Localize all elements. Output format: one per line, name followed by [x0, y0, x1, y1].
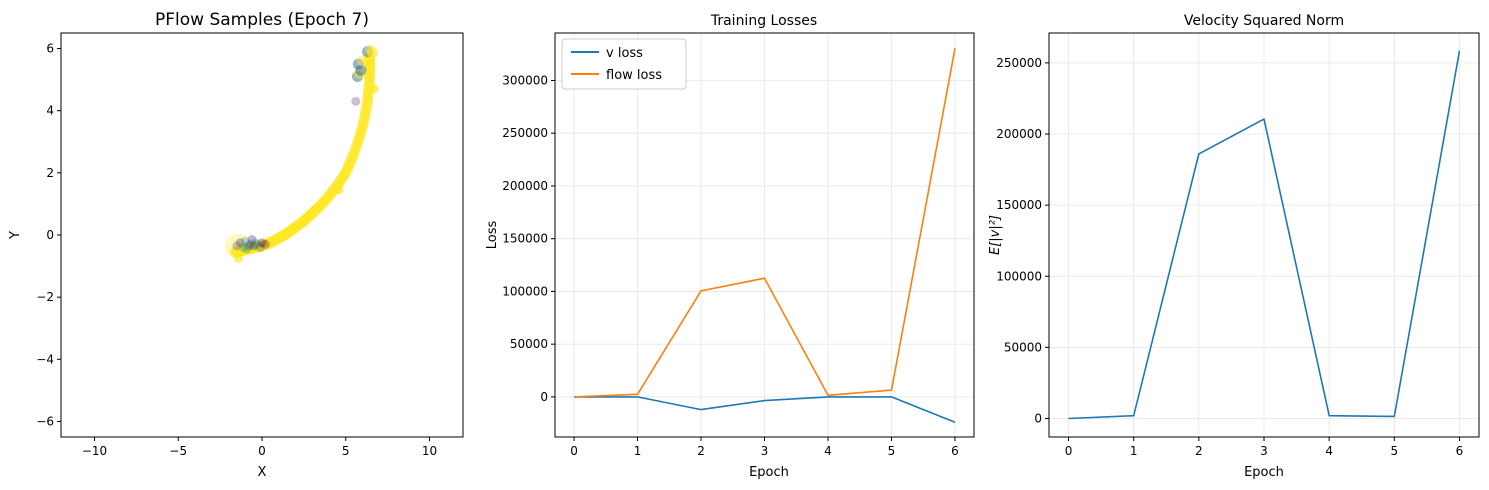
x-tick-label: 5 [342, 444, 350, 458]
scatter-point [252, 239, 262, 249]
legend: v loss flow loss [561, 38, 687, 90]
panel-3-axes: 0 1 2 3 4 5 6 0 50000 100000 150000 200000 250000 [996, 56, 1463, 458]
panel-2-ylabel: Loss [485, 221, 500, 250]
scatter-point [234, 253, 244, 263]
x-tick-label: 0 [1065, 444, 1073, 458]
scatter-point [260, 239, 270, 249]
y-tick-label: 200000 [996, 127, 1042, 141]
x-tick-label: 1 [1130, 444, 1138, 458]
scatter-point [250, 238, 260, 248]
scatter-point [351, 96, 361, 106]
x-tick-label: 1 [634, 444, 642, 458]
x-tick-label: 6 [1456, 444, 1464, 458]
y-tick-label: 50000 [1004, 340, 1042, 354]
panel-1-xlabel: X [258, 465, 267, 480]
panel-3-grid [1049, 33, 1479, 437]
y-tick-label: 200000 [502, 179, 548, 193]
scatter-points-group [224, 44, 379, 263]
y-tick-label: 0 [1034, 412, 1042, 426]
scatter-point [369, 84, 379, 94]
series-line-v-loss [574, 396, 956, 423]
scatter-point [242, 244, 252, 254]
scatter-point [239, 242, 249, 252]
y-tick-label: −4 [36, 352, 54, 366]
scatter-point [334, 185, 344, 195]
x-tick-label: 10 [422, 444, 437, 458]
y-tick-label: 150000 [996, 198, 1042, 212]
scatter-point [367, 47, 379, 59]
series-line-flow-loss [573, 48, 956, 398]
legend-label-flow-loss: flow loss [606, 68, 662, 83]
y-tick-label: 300000 [502, 73, 548, 87]
panel-1-ylabel: Y [8, 231, 23, 240]
losses-panel: Training Losses 0 1 2 3 4 5 6 0 50000 100000 15000… [485, 13, 975, 480]
panel-3-ylabel: E[|v|²] [988, 215, 1003, 255]
panel-2-title: Training Losses [710, 13, 817, 29]
velocity-panel: Velocity Squared Norm 0 1 2 3 4 5 6 0 50000 10000… [988, 13, 1480, 480]
x-tick-label: −5 [169, 444, 187, 458]
panel-2-series-group [573, 48, 956, 423]
scatter-point [247, 235, 257, 245]
x-tick-label: 5 [1390, 444, 1398, 458]
scatter-point [357, 55, 368, 67]
x-tick-label: 3 [761, 444, 769, 458]
x-tick-label: 3 [1260, 444, 1268, 458]
y-tick-label: 100000 [996, 269, 1042, 283]
y-tick-label: 150000 [502, 232, 548, 246]
y-tick-label: −2 [36, 290, 54, 304]
panel-3-xlabel: Epoch [1244, 465, 1284, 480]
scatter-point [240, 236, 250, 246]
scatter-point [244, 241, 254, 251]
panel-2-frame [554, 32, 975, 438]
y-tick-label: 0 [540, 390, 548, 404]
scatter-panel: PFlow Samples (Epoch 7) −10 −5 0 5 10 −6 −4 −2 0… [8, 10, 464, 480]
x-tick-label: −10 [82, 444, 107, 458]
x-tick-label: 4 [1325, 444, 1333, 458]
scatter-point [235, 238, 245, 248]
y-tick-label: 100000 [502, 284, 548, 298]
y-tick-label: −6 [36, 414, 54, 428]
scatter-point [232, 241, 242, 251]
scatter-point [257, 238, 267, 248]
panel-1-frame [60, 32, 464, 438]
y-tick-label: 250000 [502, 126, 548, 140]
panel-2-axes: 0 1 2 3 4 5 6 0 50000 100000 150000 200000 250000 300… [502, 73, 959, 458]
scatter-point [255, 242, 265, 252]
y-tick-label: 6 [46, 42, 54, 56]
x-tick-label: 5 [888, 444, 896, 458]
y-tick-label: 4 [46, 104, 54, 118]
x-tick-label: 0 [258, 444, 266, 458]
y-tick-label: 0 [46, 228, 54, 242]
x-tick-label: 4 [824, 444, 832, 458]
x-tick-label: 2 [1195, 444, 1203, 458]
y-tick-label: 250000 [996, 56, 1042, 70]
legend-label-v-loss: v loss [606, 46, 643, 61]
scatter-point [224, 233, 249, 258]
panel-1-axes: −10 −5 0 5 10 −6 −4 −2 0 2 4 6 [36, 42, 437, 458]
panel-3-frame [1048, 32, 1480, 438]
panel-2-grid [555, 33, 974, 437]
series-line-0 [1068, 50, 1461, 420]
scatter-point [249, 241, 259, 251]
x-tick-label: 6 [951, 444, 959, 458]
panel-3-title: Velocity Squared Norm [1184, 13, 1344, 29]
x-tick-label: 0 [570, 444, 578, 458]
panel-3-series-group [1068, 50, 1461, 420]
panel-1-title: PFlow Samples (Epoch 7) [155, 10, 369, 30]
scatter-point [245, 239, 255, 249]
x-tick-label: 2 [697, 444, 705, 458]
y-tick-label: 2 [46, 166, 54, 180]
y-tick-label: 50000 [510, 337, 548, 351]
panel-2-xlabel: Epoch [749, 465, 789, 480]
